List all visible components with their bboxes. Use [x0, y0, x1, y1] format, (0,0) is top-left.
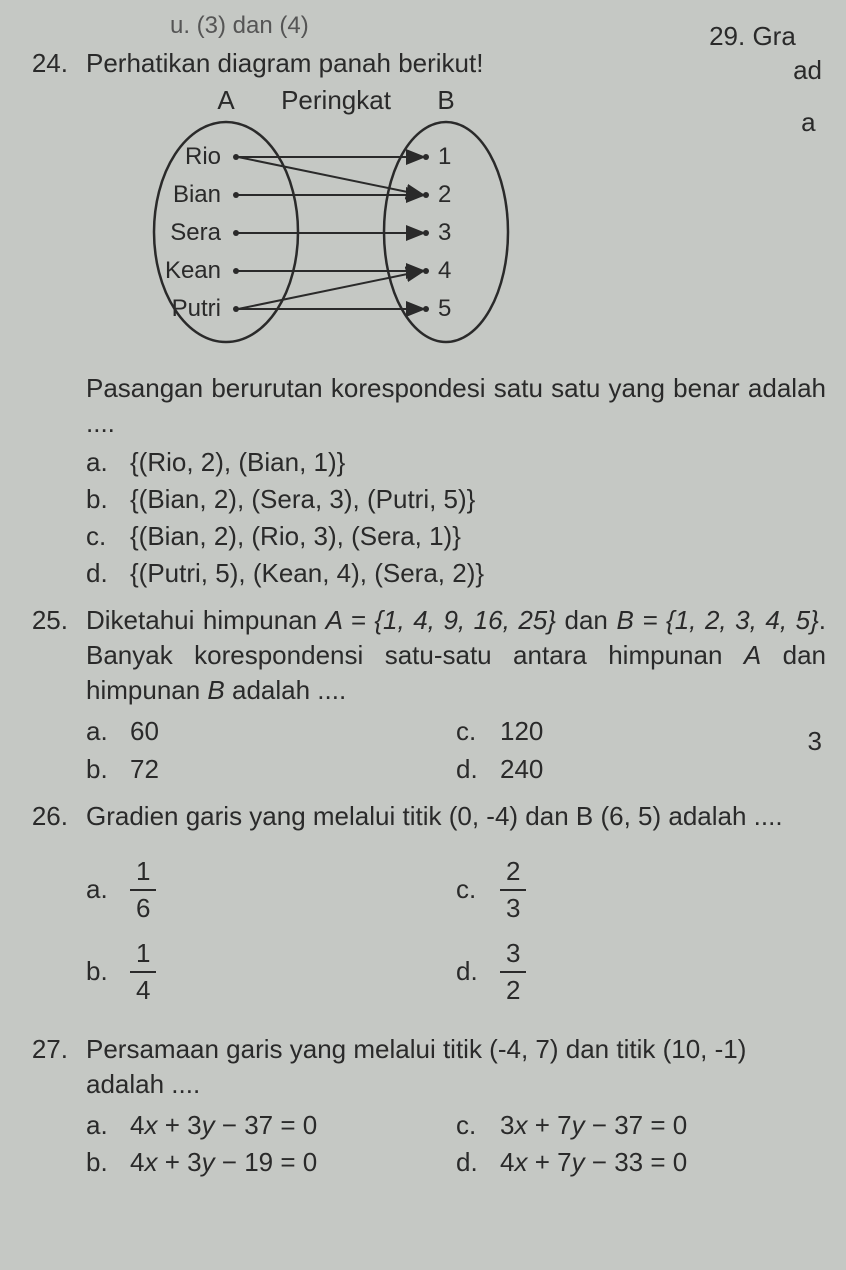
right-edge-fragments: 29. Gra ad a: [709, 20, 826, 139]
opt-b-letter: b.: [86, 954, 114, 989]
q25-iA: A: [744, 640, 761, 670]
q24-opt-c: {(Bian, 2), (Rio, 3), (Sera, 1)}: [130, 519, 461, 554]
qnum-25: 25.: [20, 603, 68, 788]
q25-options: a. 60 b. 72 c. 120 d. 240: [86, 712, 826, 788]
frag-2: ad: [709, 54, 822, 88]
q27-text: Persamaan garis yang melalui titik (-4, …: [86, 1032, 826, 1102]
question-27: 27. Persamaan garis yang melalui titik (…: [20, 1032, 826, 1182]
qnum-27: 27.: [20, 1032, 68, 1182]
q26-text: Gradien garis yang melalui titik (0, -4)…: [86, 799, 826, 834]
frac-num: 2: [500, 854, 526, 889]
frac-den: 3: [500, 889, 526, 926]
opt-b-letter: b.: [86, 1145, 114, 1180]
svg-text:5: 5: [438, 295, 451, 322]
svg-text:Putri: Putri: [172, 295, 221, 322]
frag-3: a: [709, 106, 822, 140]
q25-A: A = {1, 4, 9, 16, 25}: [326, 605, 556, 635]
q24-options: a. {(Rio, 2), (Bian, 1)} b. {(Bian, 2), (S…: [86, 445, 826, 591]
qnum-24: 24.: [20, 46, 68, 593]
opt-d-letter: d.: [456, 954, 484, 989]
svg-text:1: 1: [438, 143, 451, 170]
q24-opt-d: {(Putri, 5), (Kean, 4), (Sera, 2)}: [130, 556, 484, 591]
opt-a-letter: a.: [86, 1108, 114, 1143]
frac-num: 3: [500, 936, 526, 971]
svg-text:A: A: [217, 87, 235, 115]
svg-text:Sera: Sera: [170, 219, 221, 246]
q26-options: a. 16 b. 14 c. 23 d. 32: [86, 844, 826, 1018]
q27-options: a. 4x + 3y − 37 = 0 b. 4x + 3y − 19 = 0 c.…: [86, 1106, 826, 1182]
q27-opt-b: 4x + 3y − 19 = 0: [130, 1145, 317, 1180]
q25-B: B = {1, 2, 3, 4, 5}: [616, 605, 818, 635]
q25-t5: adalah ....: [225, 675, 346, 705]
opt-a-letter: a.: [86, 872, 114, 907]
svg-text:2: 2: [438, 181, 451, 208]
q25-opt-b: 72: [130, 752, 159, 787]
svg-text:Kean: Kean: [165, 257, 221, 284]
q27-opt-c: 3x + 7y − 37 = 0: [500, 1108, 687, 1143]
frag-1: 29. Gra: [709, 20, 822, 54]
question-24: 24. Perhatikan diagram panah berikut! AP…: [20, 46, 826, 593]
opt-c-letter: c.: [86, 519, 114, 554]
opt-a-letter: a.: [86, 445, 114, 480]
question-25: 25. Diketahui himpunan A = {1, 4, 9, 16,…: [20, 603, 826, 788]
q26-opt-b: 14: [130, 936, 156, 1008]
q27-opt-d: 4x + 7y − 33 = 0: [500, 1145, 687, 1180]
svg-text:4: 4: [438, 257, 451, 284]
frac-num: 1: [130, 854, 156, 889]
opt-d-letter: d.: [86, 556, 114, 591]
opt-c-letter: c.: [456, 1108, 484, 1143]
frac-den: 4: [130, 971, 156, 1008]
opt-b-letter: b.: [86, 752, 114, 787]
svg-text:B: B: [437, 87, 454, 115]
q25-opt-a: 60: [130, 714, 159, 749]
svg-text:Bian: Bian: [173, 181, 221, 208]
opt-c-letter: c.: [456, 872, 484, 907]
q24-opt-b: {(Bian, 2), (Sera, 3), (Putri, 5)}: [130, 482, 475, 517]
q25-side-fragment: 3: [808, 724, 822, 759]
q27-opt-a: 4x + 3y − 37 = 0: [130, 1108, 317, 1143]
opt-d-letter: d.: [456, 1145, 484, 1180]
opt-d-letter: d.: [456, 752, 484, 787]
opt-a-letter: a.: [86, 714, 114, 749]
q26-opt-c: 23: [500, 854, 526, 926]
opt-c-letter: c.: [456, 714, 484, 749]
q24-opt-a: {(Rio, 2), (Bian, 1)}: [130, 445, 345, 480]
q25-iB: B: [207, 675, 224, 705]
question-26: 26. Gradien garis yang melalui titik (0,…: [20, 799, 826, 1018]
qnum-26: 26.: [20, 799, 68, 1018]
q25-opt-d: 240: [500, 752, 543, 787]
q25-t1: Diketahui himpunan: [86, 605, 326, 635]
svg-text:Peringkat: Peringkat: [281, 87, 392, 115]
frac-den: 2: [500, 971, 526, 1008]
q26-opt-d: 32: [500, 936, 526, 1008]
opt-b-letter: b.: [86, 482, 114, 517]
q25-t2: dan: [556, 605, 616, 635]
svg-text:Rio: Rio: [185, 143, 221, 170]
svg-text:3: 3: [438, 219, 451, 246]
q24-para: Pasangan berurutan korespondesi satu sat…: [86, 371, 826, 441]
frac-num: 1: [130, 936, 156, 971]
q26-opt-a: 16: [130, 854, 156, 926]
diagram-svg: A Peringkat B Rio 1 Bian 2 Sera 3 Kean 4 Putri 5: [126, 87, 546, 347]
q25-opt-c: 120: [500, 714, 543, 749]
frac-den: 6: [130, 889, 156, 926]
